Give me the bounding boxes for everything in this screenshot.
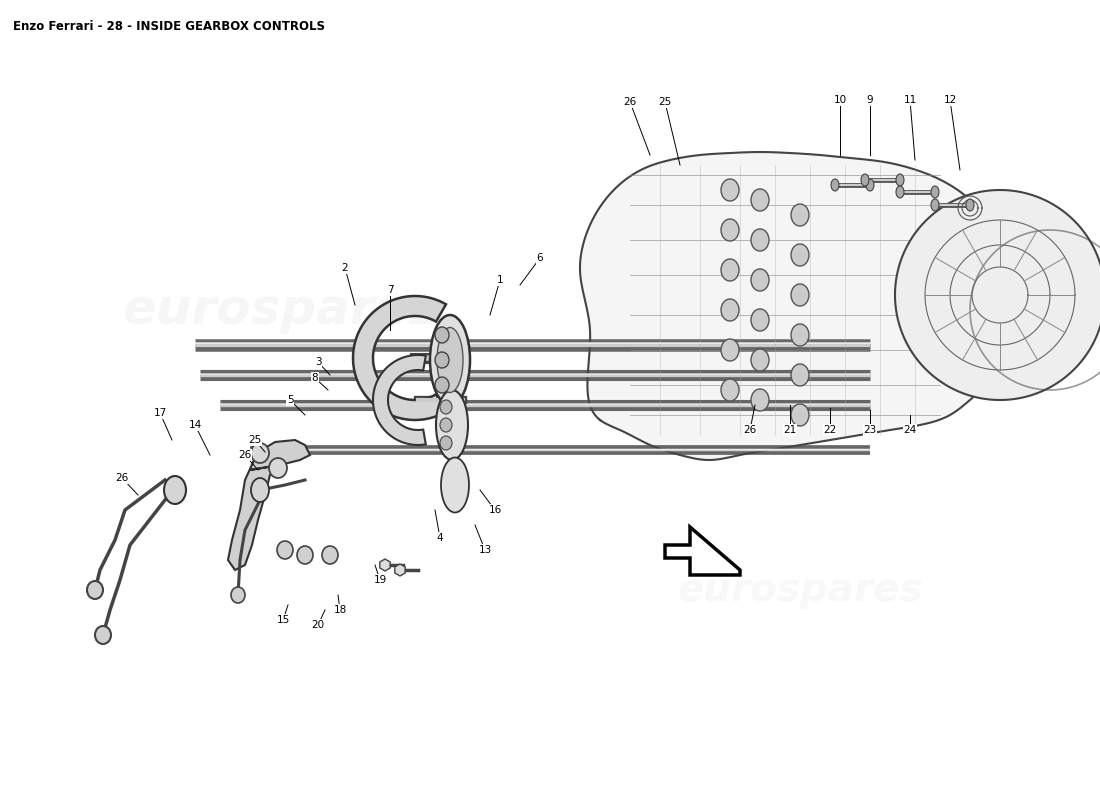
Ellipse shape: [720, 299, 739, 321]
Ellipse shape: [277, 541, 293, 559]
Text: 13: 13: [478, 545, 492, 555]
Polygon shape: [353, 296, 446, 420]
Ellipse shape: [297, 546, 313, 564]
Ellipse shape: [720, 379, 739, 401]
Ellipse shape: [720, 259, 739, 281]
Ellipse shape: [251, 478, 270, 502]
Polygon shape: [666, 527, 740, 575]
Ellipse shape: [896, 174, 904, 186]
Text: 20: 20: [311, 620, 324, 630]
Polygon shape: [395, 564, 405, 576]
Ellipse shape: [437, 327, 463, 393]
Text: 15: 15: [276, 615, 289, 625]
Ellipse shape: [95, 626, 111, 644]
Ellipse shape: [791, 244, 808, 266]
Ellipse shape: [434, 377, 449, 393]
Text: 21: 21: [783, 425, 796, 435]
Ellipse shape: [434, 327, 449, 343]
Text: 26: 26: [624, 97, 637, 107]
Text: 25: 25: [249, 435, 262, 445]
Text: 23: 23: [864, 425, 877, 435]
Ellipse shape: [434, 352, 449, 368]
Text: 26: 26: [239, 450, 252, 460]
Ellipse shape: [751, 229, 769, 251]
Text: 22: 22: [824, 425, 837, 435]
Text: 10: 10: [834, 95, 847, 105]
Text: 9: 9: [867, 95, 873, 105]
Ellipse shape: [87, 581, 103, 599]
Text: 25: 25: [659, 97, 672, 107]
Text: 11: 11: [903, 95, 916, 105]
Polygon shape: [379, 559, 390, 571]
Text: 17: 17: [153, 408, 166, 418]
Ellipse shape: [931, 186, 939, 198]
Text: eurospares: eurospares: [678, 571, 923, 609]
Text: eurospares: eurospares: [122, 286, 438, 334]
Ellipse shape: [720, 339, 739, 361]
Ellipse shape: [791, 404, 808, 426]
Ellipse shape: [866, 179, 874, 191]
Polygon shape: [228, 440, 310, 570]
Text: 18: 18: [333, 605, 346, 615]
Ellipse shape: [251, 443, 270, 463]
Ellipse shape: [164, 476, 186, 504]
Ellipse shape: [440, 436, 452, 450]
Ellipse shape: [791, 324, 808, 346]
Ellipse shape: [896, 186, 904, 198]
Ellipse shape: [270, 458, 287, 478]
Text: 7: 7: [387, 285, 394, 295]
Ellipse shape: [791, 204, 808, 226]
Ellipse shape: [440, 400, 452, 414]
Text: 14: 14: [188, 420, 201, 430]
Polygon shape: [373, 355, 426, 445]
Text: 6: 6: [537, 253, 543, 263]
Text: 24: 24: [903, 425, 916, 435]
Ellipse shape: [751, 309, 769, 331]
Text: 1: 1: [497, 275, 504, 285]
Text: 4: 4: [437, 533, 443, 543]
Ellipse shape: [830, 179, 839, 191]
Ellipse shape: [440, 418, 452, 432]
Ellipse shape: [791, 364, 808, 386]
Ellipse shape: [751, 349, 769, 371]
Text: 26: 26: [744, 425, 757, 435]
Polygon shape: [580, 152, 1001, 460]
Text: 3: 3: [315, 357, 321, 367]
Ellipse shape: [751, 189, 769, 211]
Ellipse shape: [931, 199, 939, 211]
Ellipse shape: [791, 284, 808, 306]
Ellipse shape: [861, 174, 869, 186]
Text: 19: 19: [373, 575, 386, 585]
Text: 8: 8: [311, 373, 318, 383]
Ellipse shape: [436, 390, 468, 460]
Ellipse shape: [231, 587, 245, 603]
Ellipse shape: [720, 219, 739, 241]
Ellipse shape: [720, 179, 739, 201]
Polygon shape: [895, 190, 1100, 400]
Text: 16: 16: [488, 505, 502, 515]
Ellipse shape: [751, 389, 769, 411]
Text: 2: 2: [342, 263, 349, 273]
Text: 26: 26: [116, 473, 129, 483]
Ellipse shape: [322, 546, 338, 564]
Ellipse shape: [966, 199, 974, 211]
Ellipse shape: [430, 315, 470, 405]
Ellipse shape: [751, 269, 769, 291]
Text: Enzo Ferrari - 28 - INSIDE GEARBOX CONTROLS: Enzo Ferrari - 28 - INSIDE GEARBOX CONTR…: [13, 20, 326, 33]
Text: 12: 12: [944, 95, 957, 105]
Text: 5: 5: [287, 395, 294, 405]
Ellipse shape: [441, 458, 469, 513]
